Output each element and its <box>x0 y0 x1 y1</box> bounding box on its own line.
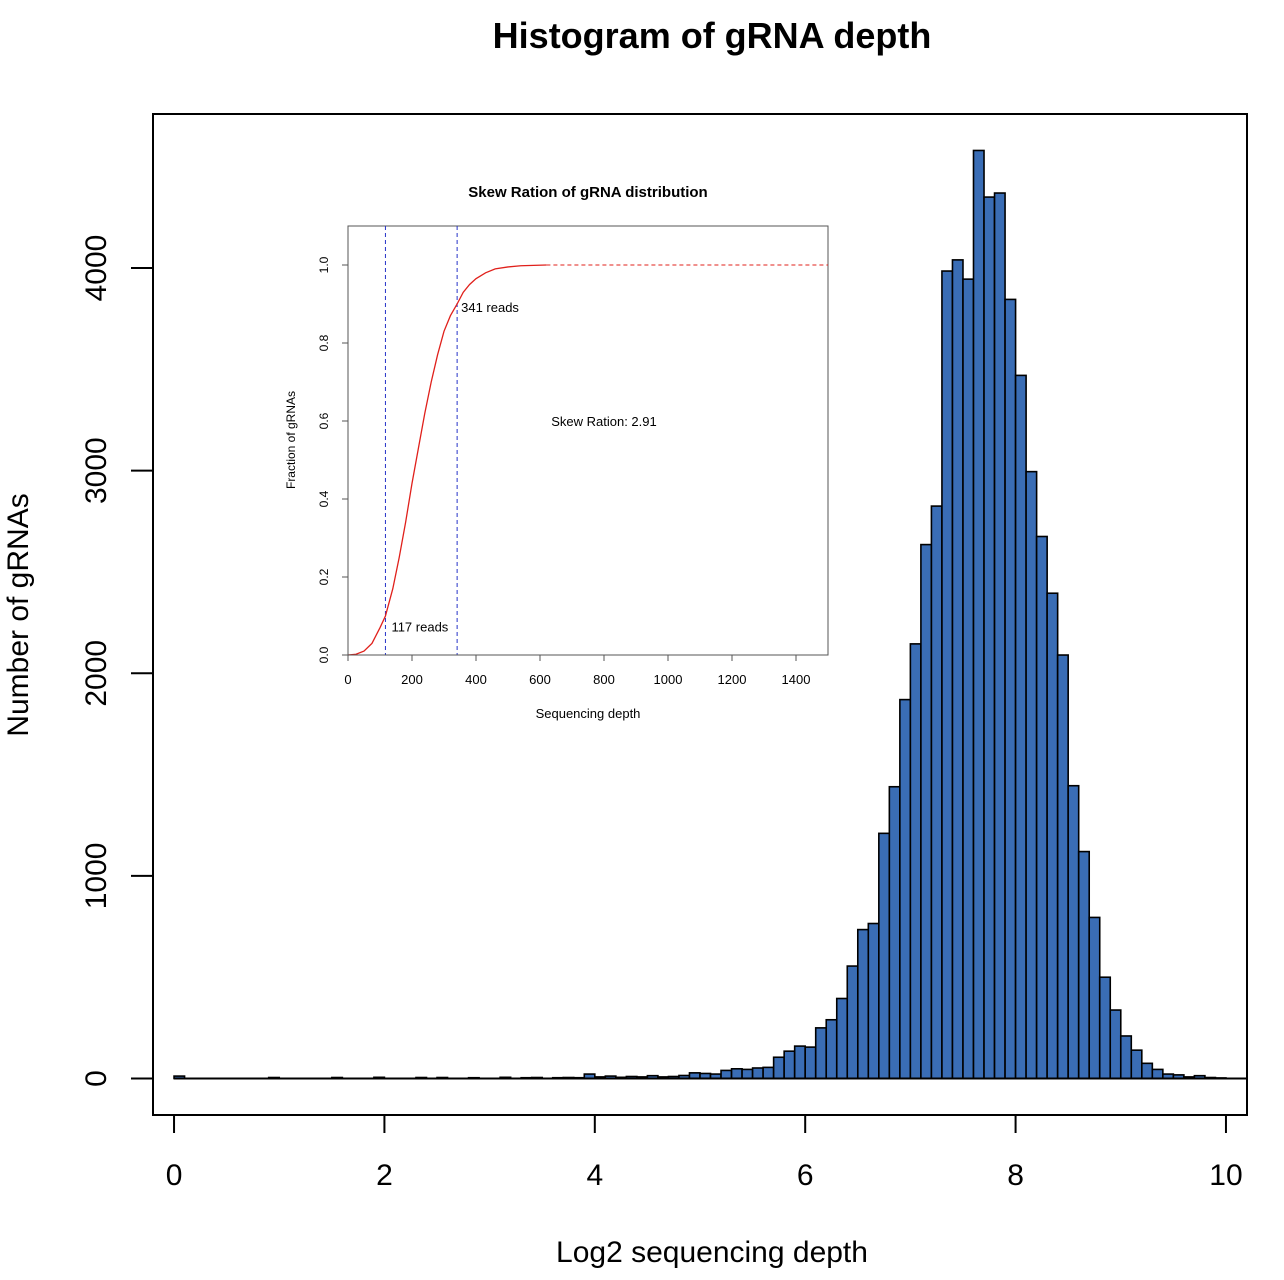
histogram-bar <box>783 1050 796 1080</box>
histogram-bar <box>1077 850 1091 1080</box>
y-tick-label: 2000 <box>80 640 113 707</box>
histogram-bar <box>741 1068 754 1080</box>
inset-x-tick-label: 1000 <box>654 672 683 687</box>
y-axis-label: Number of gRNAs <box>2 493 35 736</box>
histogram-bar <box>846 965 859 1080</box>
y-tick-label: 4000 <box>80 235 113 302</box>
inset-y-tick-label: 0.8 <box>317 334 331 351</box>
histogram-bar <box>1141 1062 1154 1080</box>
x-tick-label: 8 <box>1007 1159 1024 1192</box>
histogram-bar <box>814 1027 828 1080</box>
inset-title: Skew Ration of gRNA distribution <box>468 184 707 201</box>
histogram-bar <box>930 505 943 1080</box>
inset-y-axis: 0.0 0.2 0.4 0.6 0.8 1.0 <box>317 256 349 663</box>
histogram-bar <box>730 1068 743 1080</box>
y-tick-label: 0 <box>80 1070 113 1087</box>
histogram-bar <box>1098 976 1112 1080</box>
inset-x-axis-label: Sequencing depth <box>536 706 641 721</box>
histogram-bar <box>1035 535 1048 1080</box>
inset-reference-lines <box>384 226 828 655</box>
histogram-bar <box>1025 470 1038 1080</box>
inset-y-tick-label: 0.0 <box>317 646 331 663</box>
x-tick-label: 0 <box>166 1159 183 1192</box>
histogram-bar <box>1088 916 1101 1080</box>
inset-y-tick-label: 0.2 <box>317 568 331 585</box>
inset-x-tick-label: 0 <box>344 672 351 687</box>
y-axis: 0 1000 2000 3000 4000 <box>80 235 154 1087</box>
histogram-bar <box>1151 1068 1164 1080</box>
inset-x-tick-label: 200 <box>401 672 423 687</box>
y-tick-label: 1000 <box>80 843 113 910</box>
histogram-bar <box>888 785 901 1080</box>
histogram-bar <box>951 259 964 1080</box>
histogram-bar <box>909 643 922 1080</box>
histogram-bar <box>762 1066 775 1080</box>
inset-cumulative-curve <box>347 264 547 656</box>
histogram-bar <box>1014 374 1027 1080</box>
histogram-bar <box>920 543 933 1080</box>
x-tick-label: 6 <box>797 1159 814 1192</box>
histogram-bar <box>1004 298 1017 1080</box>
histogram-bar <box>1119 1035 1133 1080</box>
histogram-bar <box>856 928 870 1080</box>
inset-y-axis-label: Fraction of gRNAs <box>284 391 298 489</box>
inset-x-tick-label: 400 <box>465 672 487 687</box>
histogram-bar <box>1109 1009 1122 1080</box>
inset-y-tick-label: 0.6 <box>317 412 331 429</box>
inset-x-axis: 0 200 400 600 800 1000 1200 1400 <box>344 654 811 687</box>
inset-x-tick-label: 800 <box>593 672 615 687</box>
inset-x-tick-label: 1400 <box>782 672 811 687</box>
x-axis-label: Log2 sequencing depth <box>556 1236 868 1269</box>
histogram-bar <box>793 1045 806 1080</box>
histogram-bar <box>1067 784 1080 1080</box>
histogram-bar <box>972 149 985 1080</box>
inset-x-tick-label: 600 <box>529 672 551 687</box>
histogram-bar <box>1130 1049 1143 1080</box>
inset-chart: Skew Ration of gRNA distribution 0 200 400… <box>284 184 829 721</box>
histogram-bar <box>983 196 996 1080</box>
histogram-bar <box>1046 592 1059 1080</box>
histogram-bar <box>941 270 954 1080</box>
inset-y-tick-label: 1.0 <box>317 256 331 273</box>
inset-ref-label-117: 117 reads <box>391 620 448 635</box>
histogram-bar <box>1056 654 1069 1080</box>
histogram-bar <box>772 1056 785 1080</box>
histogram-bar <box>962 278 975 1080</box>
histogram-bar <box>899 698 912 1080</box>
y-tick-label: 3000 <box>80 437 113 504</box>
histogram-bar <box>751 1067 764 1080</box>
inset-frame <box>347 225 829 656</box>
inset-ref-label-341: 341 reads <box>461 300 519 315</box>
histogram-bar <box>804 1046 817 1080</box>
histogram-bar <box>993 192 1006 1080</box>
histogram-bar <box>878 832 891 1080</box>
histogram-bar <box>720 1069 733 1080</box>
inset-y-tick-label: 0.4 <box>317 490 331 507</box>
inset-skew-annotation: Skew Ration: 2.91 <box>551 414 657 429</box>
x-tick-label: 10 <box>1209 1159 1242 1192</box>
inset-x-tick-label: 1200 <box>718 672 747 687</box>
x-tick-label: 4 <box>586 1159 603 1192</box>
histogram-bar <box>835 997 849 1080</box>
x-axis: 0 2 4 6 8 10 <box>166 1114 1243 1192</box>
chart-title: Histogram of gRNA depth <box>493 15 932 56</box>
histogram-bar <box>825 1018 838 1080</box>
histogram-bar <box>867 922 880 1080</box>
x-tick-label: 2 <box>376 1159 393 1192</box>
